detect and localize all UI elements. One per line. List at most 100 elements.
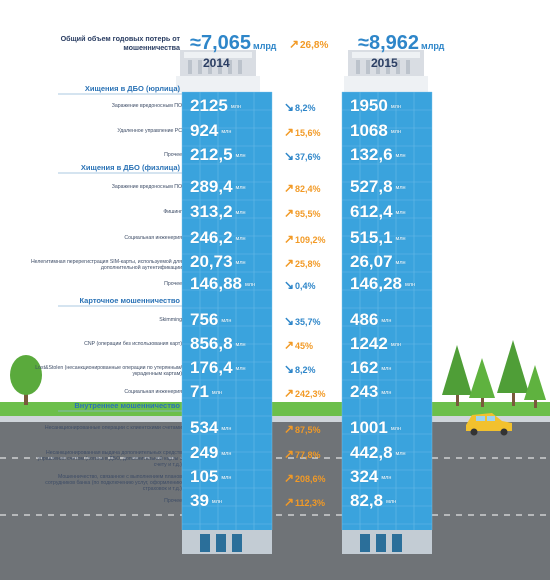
value-unit: млн (390, 425, 401, 432)
value-2014: 534 млн (190, 418, 231, 438)
road (0, 422, 550, 580)
value-unit: млн (221, 425, 232, 432)
change-value: 37,6% (295, 152, 321, 162)
value-2014-number: 39 (190, 491, 209, 510)
category-label: Фишинг (163, 209, 182, 215)
change-badge: ↗208,6% (283, 471, 326, 485)
total-2015: ≈8,962 млрд (358, 32, 444, 55)
value-unit: млн (395, 209, 406, 216)
arrow-up-icon: ↗ (288, 37, 300, 51)
arrow-down-icon: ↘ (283, 314, 295, 328)
value-unit: млн (390, 341, 401, 348)
change-badge: ↗82,4% (283, 181, 321, 195)
value-unit: млн (211, 498, 222, 505)
change-value: 109,2% (295, 235, 326, 245)
value-2014-number: 313,2 (190, 202, 233, 221)
arrow-up-icon: ↗ (283, 471, 295, 485)
arrow-up-icon: ↗ (283, 338, 295, 352)
value-unit: млн (395, 152, 406, 159)
total-2014-unit: млрд (253, 41, 277, 51)
category-label: Прочее (164, 281, 182, 287)
value-unit: млн (221, 128, 232, 135)
value-unit: млн (211, 389, 222, 396)
value-2015: 1242 млн (350, 334, 401, 354)
value-2015: 1001 млн (350, 418, 401, 438)
value-unit: млн (381, 365, 392, 372)
section-dividers (58, 93, 182, 412)
category-label: Прочее (164, 152, 182, 158)
value-2014: 39 млн (190, 491, 222, 511)
value-2015-number: 1950 (350, 96, 388, 115)
value-2014-number: 176,4 (190, 358, 233, 377)
value-2015: 132,6 млн (350, 145, 406, 165)
header-title: Общий объем годовых потерь от мошенничес… (60, 34, 180, 52)
value-2015-number: 515,1 (350, 228, 393, 247)
value-unit: млн (405, 281, 416, 288)
arrow-up-icon: ↗ (283, 495, 295, 509)
total-2014: ≈7,065 млрд (190, 32, 276, 55)
category-label: Несанкционированные операции с клиентски… (44, 425, 182, 431)
arrow-up-icon: ↗ (283, 206, 295, 220)
value-2015-number: 1001 (350, 418, 388, 437)
value-2015: 1950 млн (350, 96, 401, 116)
value-unit: млн (245, 281, 256, 288)
value-unit: млн (235, 152, 246, 159)
building-2015 (342, 50, 432, 554)
value-2015: 442,8 млн (350, 443, 406, 463)
window-grid (181, 91, 433, 530)
value-unit: млн (221, 317, 232, 324)
total-2015-value: ≈8,962 (358, 32, 420, 54)
value-2014: 924 млн (190, 121, 231, 141)
category-label: Несанкционированная выдача дополнительны… (37, 450, 182, 468)
tree-left (10, 355, 42, 405)
value-2014-number: 212,5 (190, 145, 233, 164)
change-value: 112,3% (295, 498, 326, 508)
value-2015-number: 442,8 (350, 443, 393, 462)
value-2014-number: 20,73 (190, 252, 233, 271)
value-2015: 82,8 млн (350, 491, 396, 511)
value-unit: млн (221, 450, 232, 457)
change-badge: ↘0,4% (283, 278, 316, 292)
arrow-down-icon: ↘ (283, 362, 295, 376)
year-2014-label: 2014 (203, 56, 230, 70)
total-2014-value: ≈7,065 (190, 32, 252, 54)
value-unit: млн (381, 317, 392, 324)
change-badge: ↗95,5% (283, 206, 321, 220)
value-2014: 856,8 млн (190, 334, 246, 354)
value-unit: млн (235, 235, 246, 242)
arrow-up-icon: ↗ (283, 125, 295, 139)
arrow-up-icon: ↗ (283, 232, 295, 246)
sidewalk (0, 416, 550, 422)
value-2014-number: 249 (190, 443, 219, 462)
value-2015: 527,8 млн (350, 177, 406, 197)
change-value: 77,8% (295, 450, 321, 460)
change-badge: ↘8,2% (283, 100, 316, 114)
value-2015-number: 1068 (350, 121, 388, 140)
category-label: Удаленное управление PC (117, 128, 182, 134)
total-change-value: 26,8% (300, 40, 329, 51)
change-value: 8,2% (295, 365, 316, 375)
value-unit: млн (395, 235, 406, 242)
value-unit: млн (235, 365, 246, 372)
section-title: Внутреннее мошенничество (74, 401, 180, 410)
value-2015-number: 486 (350, 310, 379, 329)
value-2015-number: 146,28 (350, 274, 402, 293)
value-unit: млн (235, 259, 246, 266)
value-unit: млн (390, 128, 401, 135)
category-label: Мошенничество, связанное с выполнением п… (45, 474, 182, 492)
value-2014: 2125 млн (190, 96, 241, 116)
value-unit: млн (390, 103, 401, 110)
change-badge: ↗45% (283, 338, 313, 352)
value-2014-number: 105 (190, 467, 219, 486)
value-2015: 243 млн (350, 382, 391, 402)
value-2015: 515,1 млн (350, 228, 406, 248)
value-2014-number: 2125 (190, 96, 228, 115)
section-title: Карточное мошенничество (79, 296, 181, 305)
category-label: Социальная инженерия (124, 235, 182, 241)
change-value: 35,7% (295, 317, 321, 327)
category-label: Lost&Stolen (несанкционированные операци… (35, 365, 182, 377)
value-2014: 249 млн (190, 443, 231, 463)
value-2014-number: 246,2 (190, 228, 233, 247)
value-unit: млн (386, 498, 397, 505)
